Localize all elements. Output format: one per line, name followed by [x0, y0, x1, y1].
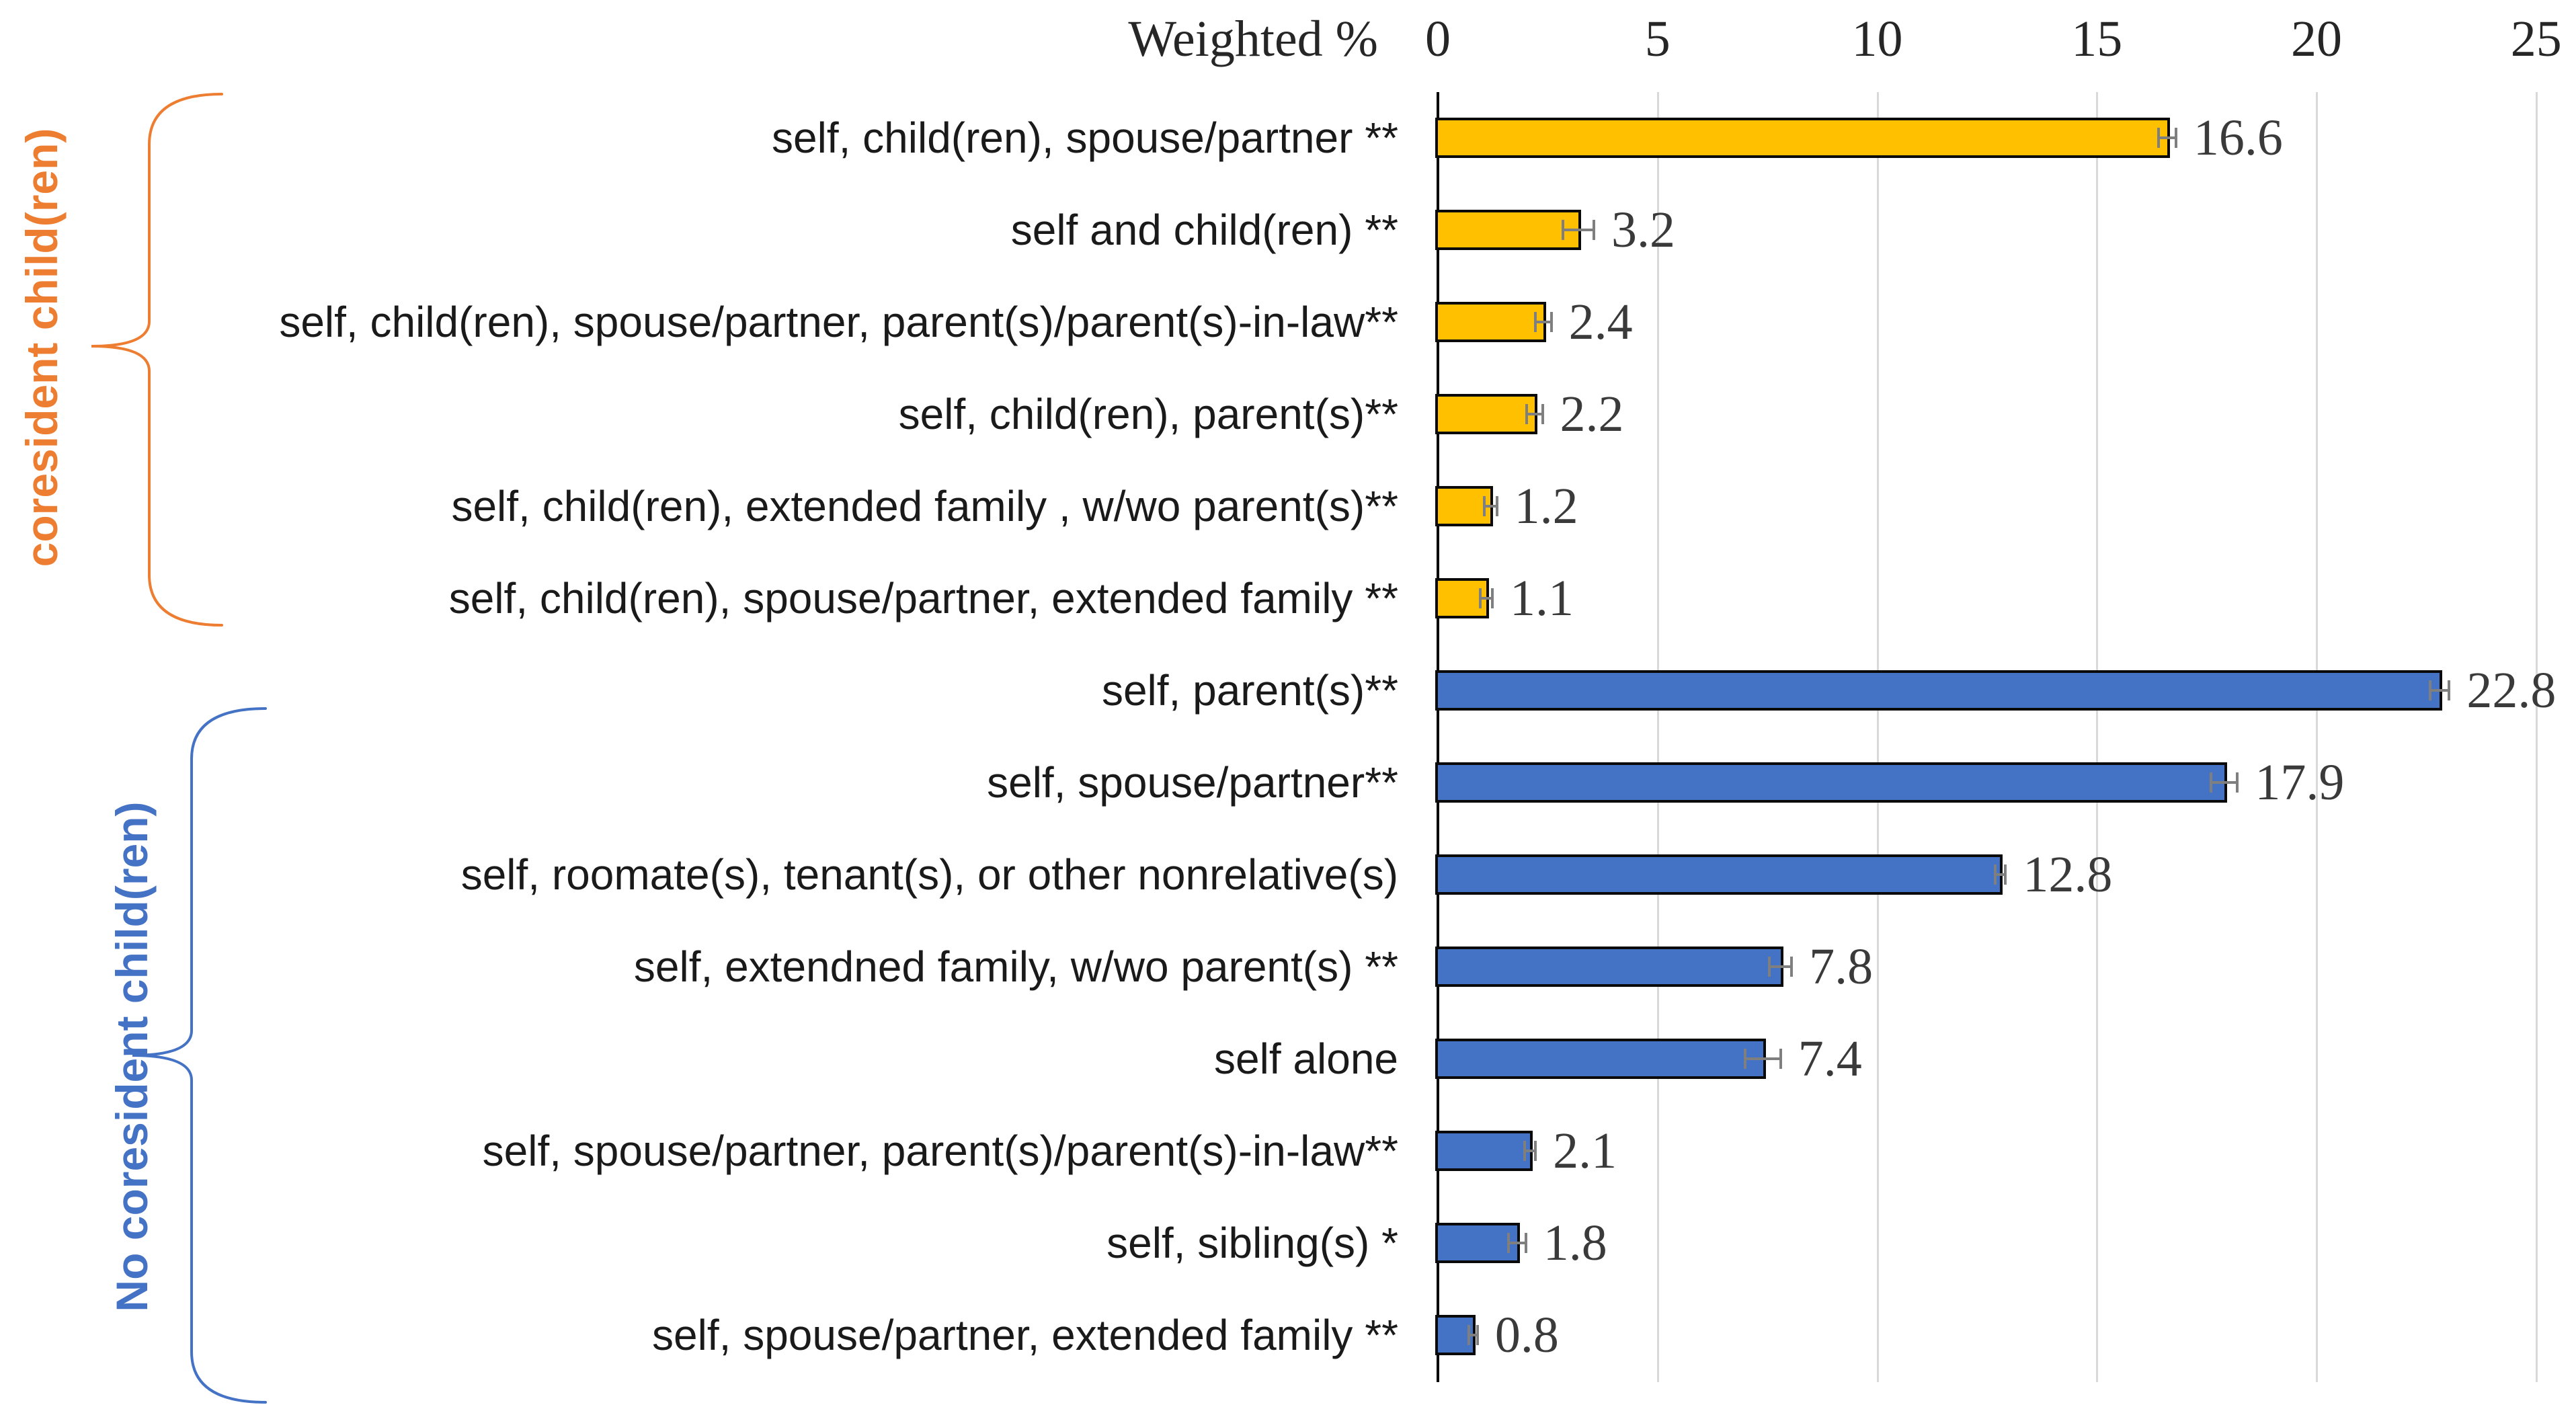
error-bar [1484, 505, 1497, 508]
bar [1435, 1315, 1476, 1355]
error-bar [1527, 413, 1543, 415]
error-bar-cap-right [1790, 957, 1794, 977]
category-label: self, parent(s)** [1101, 666, 1398, 715]
bar [1435, 854, 2003, 895]
error-bar-cap-right [1534, 1141, 1537, 1161]
category-label: self, child(ren), parent(s)** [898, 390, 1398, 438]
value-label: 2.2 [1560, 386, 1624, 442]
value-label: 7.8 [1809, 938, 1874, 995]
group-label-no-coresident-children: No coresident child(ren) [107, 801, 157, 1312]
value-label: 22.8 [2466, 662, 2557, 719]
error-bar-cap-right [1779, 1049, 1782, 1069]
value-label: 16.6 [2193, 110, 2283, 166]
error-bar-cap-right [1476, 1325, 1479, 1345]
bar [1435, 670, 2442, 711]
category-label: self, child(ren), spouse/partner, extend… [448, 574, 1398, 622]
error-bar-cap-left [1534, 312, 1537, 332]
error-bar [1480, 597, 1493, 600]
bar [1435, 1131, 1533, 1171]
error-bar [1995, 873, 2006, 876]
error-bar-cap-left [1768, 957, 1771, 977]
category-label: self, spouse/partner, parent(s)/parent(s… [482, 1127, 1398, 1175]
no-coresident-group-brace [132, 707, 267, 1404]
error-bar [1563, 229, 1594, 231]
error-bar-cap-right [2236, 772, 2239, 793]
category-label: self alone [1214, 1035, 1398, 1083]
category-label: self, child(ren), spouse/partner, parent… [279, 298, 1398, 346]
error-bar-cap-left [1483, 496, 1486, 516]
error-bar-cap-right [1549, 312, 1553, 332]
error-bar [2158, 136, 2176, 139]
value-label: 3.2 [1611, 202, 1675, 258]
error-bar-cap-left [1467, 1325, 1470, 1345]
category-label: self and child(ren) ** [1010, 206, 1398, 254]
error-bar-cap-right [1495, 496, 1498, 516]
error-bar-cap-right [1541, 404, 1544, 424]
gridline [1876, 92, 1879, 1382]
value-label: 2.1 [1553, 1123, 1617, 1179]
category-label: self, child(ren), extended family , w/wo… [451, 482, 1398, 530]
group-label-coresident-children: coresident child(ren) [17, 128, 67, 567]
axis-tick-label: 0 [1425, 11, 1451, 67]
error-bar-cap-right [2448, 680, 2451, 700]
category-label: self, spouse/partner, extended family ** [652, 1311, 1398, 1359]
axis-tick-label: 5 [1644, 11, 1671, 67]
gridline [2096, 92, 2099, 1382]
gridline [2316, 92, 2318, 1382]
bar [1435, 762, 2227, 803]
error-bar-cap-left [1993, 864, 1997, 885]
gridline [2535, 92, 2538, 1382]
error-bar-cap-right [2174, 128, 2177, 148]
error-bar-cap-left [1744, 1049, 1747, 1069]
axis-tick-label: 25 [2510, 11, 2562, 67]
bar [1435, 118, 2170, 158]
error-bar-cap-right [1524, 1233, 1527, 1253]
axis-tick-label: 20 [2291, 11, 2342, 67]
error-bar-cap-right [1491, 588, 1494, 608]
error-bar-cap-left [2157, 128, 2160, 148]
error-bar [1769, 965, 1792, 968]
bar [1435, 394, 1537, 434]
axis-title: Weighted % [1128, 11, 1378, 67]
category-label: self, spouse/partner** [987, 758, 1398, 807]
error-bar [2211, 781, 2238, 784]
error-bar-cap-left [2428, 680, 2431, 700]
error-bar-cap-left [1506, 1233, 1510, 1253]
error-bar-cap-left [1525, 404, 1528, 424]
error-bar-cap-left [2210, 772, 2213, 793]
error-bar [1745, 1057, 1781, 1060]
error-bar-cap-left [1562, 220, 1565, 240]
gridline [1656, 92, 1659, 1382]
value-label: 7.4 [1798, 1031, 1862, 1087]
error-bar [1535, 321, 1552, 323]
error-bar [2429, 689, 2450, 692]
error-bar-cap-right [1592, 220, 1595, 240]
value-label: 12.8 [2023, 846, 2113, 903]
value-label: 2.4 [1568, 294, 1633, 350]
axis-tick-label: 15 [2071, 11, 2123, 67]
error-bar [1468, 1334, 1478, 1336]
bar [1435, 578, 1489, 618]
axis-tick-label: 10 [1851, 11, 1903, 67]
error-bar-cap-left [1478, 588, 1482, 608]
value-label: 1.8 [1543, 1215, 1607, 1271]
coresident-group-brace [91, 93, 223, 627]
value-label: 1.2 [1514, 478, 1578, 534]
value-label: 0.8 [1494, 1307, 1559, 1363]
error-bar [1525, 1150, 1536, 1152]
error-bar [1508, 1242, 1526, 1244]
category-label: self, extendned family, w/wo parent(s) *… [633, 942, 1398, 991]
category-label: self, roomate(s), tenant(s), or other no… [460, 850, 1398, 899]
value-label: 1.1 [1510, 570, 1574, 627]
error-bar-cap-right [2004, 864, 2007, 885]
category-label: self, child(ren), spouse/partner ** [772, 114, 1398, 162]
category-label: self, sibling(s) * [1106, 1219, 1398, 1267]
bar [1435, 1039, 1766, 1079]
value-label: 17.9 [2255, 754, 2345, 811]
error-bar-cap-left [1523, 1141, 1527, 1161]
y-axis-line [1437, 92, 1439, 1382]
